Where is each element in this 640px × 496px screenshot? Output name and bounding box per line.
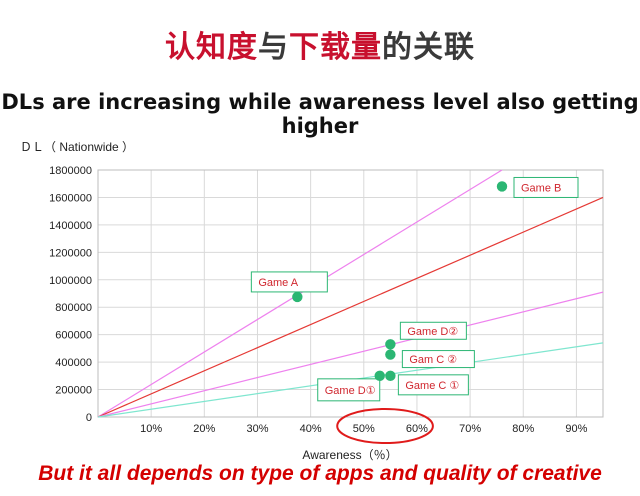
trend-line — [97, 196, 604, 418]
data-point — [385, 339, 396, 350]
y-tick-label: 200000 — [55, 385, 92, 397]
annotation-box — [250, 271, 328, 293]
annotation-label: Gam C ② — [409, 354, 457, 366]
y-tick-label: 1400000 — [49, 220, 92, 232]
data-point — [385, 349, 396, 360]
page-title: 认知度与下载量的关联 — [0, 22, 640, 66]
y-tick-label: 0 — [86, 412, 92, 424]
y-tick-label: 1000000 — [49, 275, 92, 287]
y-tick-label: 400000 — [55, 357, 92, 369]
highlight-ellipse — [336, 408, 434, 444]
annotation-box — [397, 374, 469, 396]
x-tick-label: 70% — [459, 423, 481, 435]
y-tick-label: 800000 — [55, 302, 92, 314]
title-segment: 下载量 — [289, 30, 382, 65]
x-tick-label: 40% — [300, 423, 322, 435]
y-axis-label: ＤＬ（ Nationwide ） — [20, 140, 134, 154]
title-segment: 的关联 — [382, 30, 475, 65]
annotation-box — [513, 176, 579, 198]
x-tick-label: 30% — [246, 423, 268, 435]
y-tick-label: 1200000 — [49, 247, 92, 259]
trend-line — [97, 291, 604, 418]
annotation-box — [399, 321, 467, 340]
title-segment: 认知度 — [165, 30, 258, 65]
title-segment: 与 — [258, 30, 289, 65]
x-tick-label: 80% — [512, 423, 534, 435]
y-tick-label: 600000 — [55, 330, 92, 342]
plot-area-border — [97, 169, 604, 418]
data-point — [385, 370, 396, 382]
annotation-label: Game A — [258, 277, 298, 289]
x-tick-label: 10% — [140, 423, 162, 435]
y-tick-label: 1800000 — [49, 165, 92, 177]
data-point — [374, 370, 385, 382]
x-tick-label: 50% — [353, 423, 375, 435]
data-point — [292, 291, 303, 303]
x-axis-label: Awareness（％） — [302, 448, 397, 462]
x-tick-label: 90% — [565, 423, 587, 435]
annotation-label: Game D① — [325, 385, 376, 397]
annotation-box — [317, 378, 381, 402]
annotation-label: Game B — [521, 182, 561, 194]
annotation-label: Game D② — [407, 326, 458, 338]
y-tick-label: 1600000 — [49, 192, 92, 204]
data-point — [496, 181, 508, 192]
annotation-box — [401, 350, 475, 369]
annotation-label: Game C ① — [405, 380, 459, 392]
footer-caption: But it all depends on type of apps and q… — [38, 462, 602, 485]
chart-subtitle: DLs are increasing while awareness level… — [1, 90, 639, 138]
x-tick-label: 20% — [193, 423, 215, 435]
x-tick-label: 60% — [406, 423, 428, 435]
